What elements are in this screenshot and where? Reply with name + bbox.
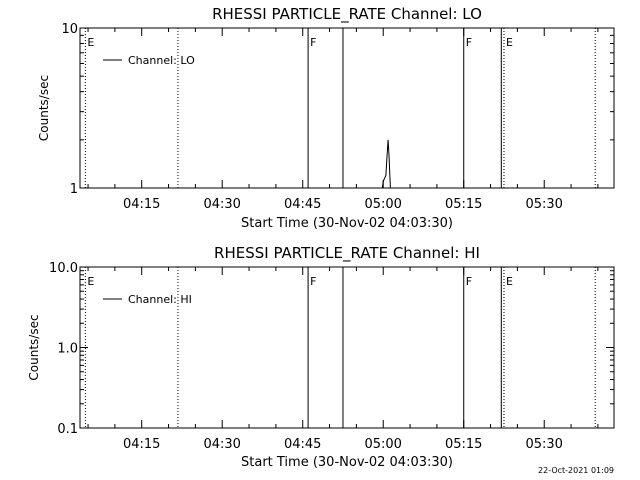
x-tick-label: 05:00 [364,437,401,452]
x-tick-label: 04:45 [284,197,321,212]
y-tick-label: 0.1 [57,422,78,437]
y-tick-label: 10.0 [49,261,78,276]
event-marker-label: E [506,36,513,49]
legend-label: Channel: HI [128,293,192,306]
legend-label: Channel: LO [128,54,195,67]
plot-frame [79,266,615,429]
panel-lo: RHESSI PARTICLE_RATE Channel: LO 1 10 04:15… [37,5,615,231]
plot-frame [79,27,615,189]
x-tick-label: 05:15 [445,437,482,452]
y-tick-label: 1.0 [57,342,78,357]
x-tick-label: 05:30 [525,437,562,452]
y-axis-label: Counts/sec [27,314,41,380]
x-tick-label: 04:30 [203,437,240,452]
event-marker-label: E [87,36,94,49]
x-tick-label: 05:00 [364,197,401,212]
y-tick-label: 10 [61,22,78,37]
event-marker-label: E [87,275,94,288]
x-tick-label: 04:15 [123,197,160,212]
event-marker-label: E [506,275,513,288]
timestamp: 22-Oct-2021 01:09 [538,466,614,475]
event-marker-label: F [466,275,472,288]
x-tick-label: 04:45 [284,437,321,452]
y-axis-label: Counts/sec [37,75,51,141]
event-marker-label: F [310,36,316,49]
chart-title: RHESSI PARTICLE_RATE Channel: HI [214,244,480,263]
chart-title: RHESSI PARTICLE_RATE Channel: LO [212,5,482,24]
x-tick-label: 05:15 [445,197,482,212]
x-tick-label: 04:30 [203,197,240,212]
x-tick-label: 04:15 [123,437,160,452]
x-tick-label: 05:30 [525,197,562,212]
x-axis-label: Start Time (30-Nov-02 04:03:30) [241,216,453,231]
event-marker-label: F [466,36,472,49]
y-tick-label: 1 [70,182,78,197]
panel-hi: RHESSI PARTICLE_RATE Channel: HI 0.1 1.0 10… [27,244,615,470]
x-axis-label: Start Time (30-Nov-02 04:03:30) [241,455,453,470]
series-line [80,139,614,189]
event-marker-label: F [310,275,316,288]
